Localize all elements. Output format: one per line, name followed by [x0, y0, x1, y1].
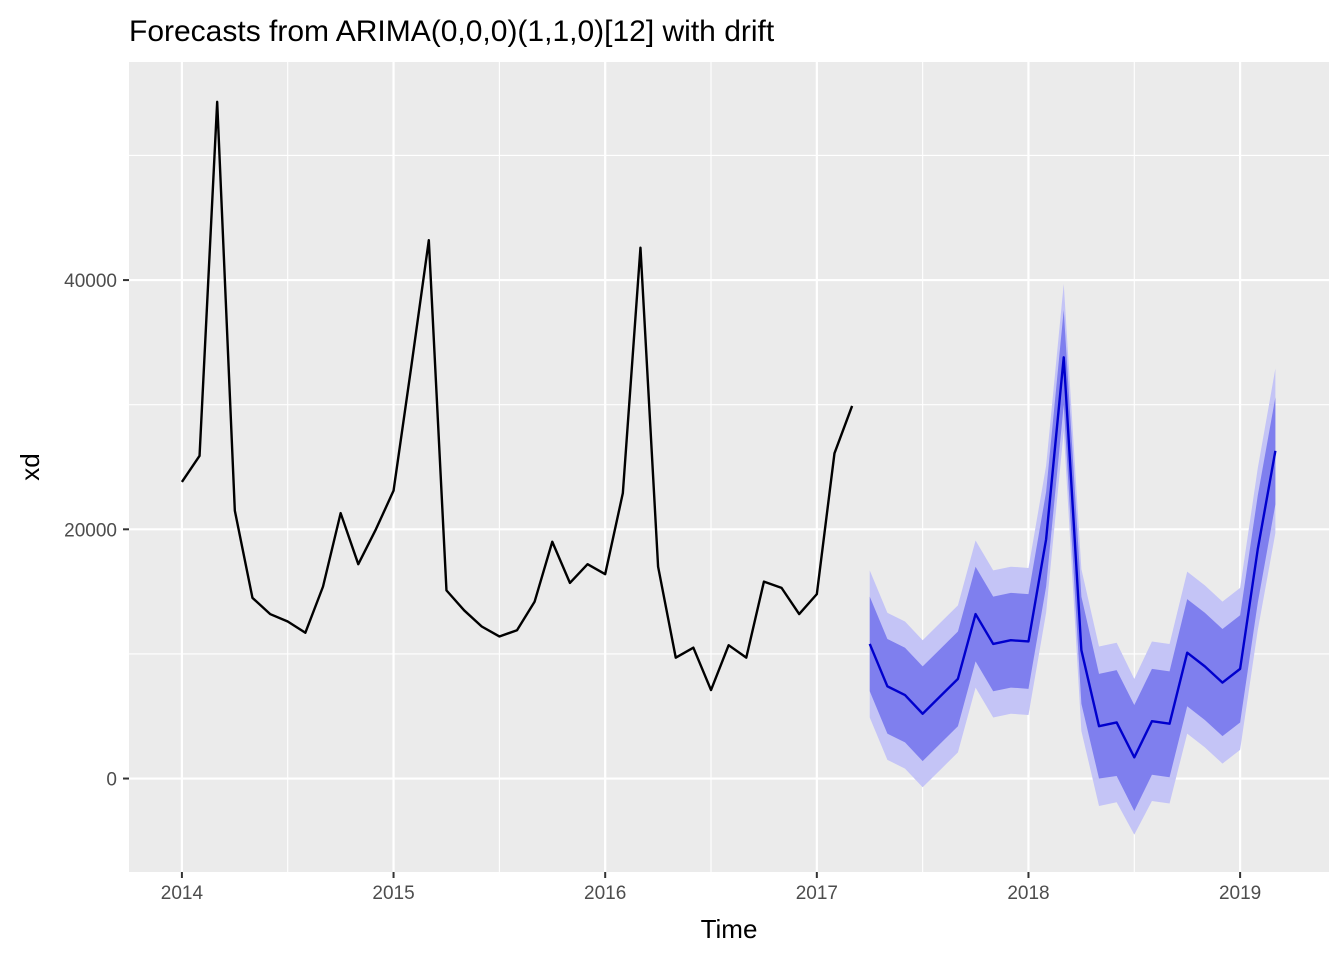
axis-tick-labels: 2014 2015 2016 2017 2018 2019 0 20000 40000 — [64, 271, 1261, 904]
history-line — [180, 100, 854, 692]
grid-major — [129, 62, 1329, 872]
y-axis-title: xd — [15, 453, 45, 480]
x-tick-label: 2016 — [584, 883, 626, 904]
x-tick-label: 2015 — [372, 883, 414, 904]
x-axis-title: Time — [701, 914, 758, 944]
prediction-intervals — [869, 283, 1276, 835]
x-tick-label: 2017 — [796, 883, 838, 904]
y-tick-label: 0 — [106, 770, 117, 791]
band-80 — [869, 309, 1276, 811]
y-tick-label: 20000 — [64, 520, 117, 541]
series-lines — [180, 100, 1277, 759]
grid-minor — [129, 62, 1329, 872]
x-tick-label: 2014 — [161, 883, 204, 904]
x-tick-label: 2018 — [1007, 883, 1049, 904]
y-tick-label: 40000 — [64, 271, 117, 292]
forecast-line — [868, 356, 1277, 759]
x-tick-label: 2019 — [1219, 883, 1261, 904]
chart-title: Forecasts from ARIMA(0,0,0)(1,1,0)[12] w… — [129, 15, 775, 48]
axis-ticks — [123, 279, 1242, 878]
